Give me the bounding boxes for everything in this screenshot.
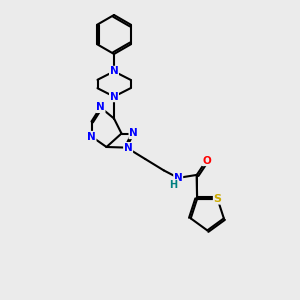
Text: N: N bbox=[96, 102, 105, 112]
Text: N: N bbox=[129, 128, 138, 139]
Text: O: O bbox=[202, 155, 211, 166]
Text: N: N bbox=[124, 142, 133, 153]
Text: N: N bbox=[87, 131, 96, 142]
Text: H: H bbox=[169, 179, 177, 190]
Text: N: N bbox=[110, 92, 118, 102]
Text: N: N bbox=[174, 173, 183, 183]
Text: N: N bbox=[110, 66, 118, 76]
Text: S: S bbox=[214, 194, 221, 204]
